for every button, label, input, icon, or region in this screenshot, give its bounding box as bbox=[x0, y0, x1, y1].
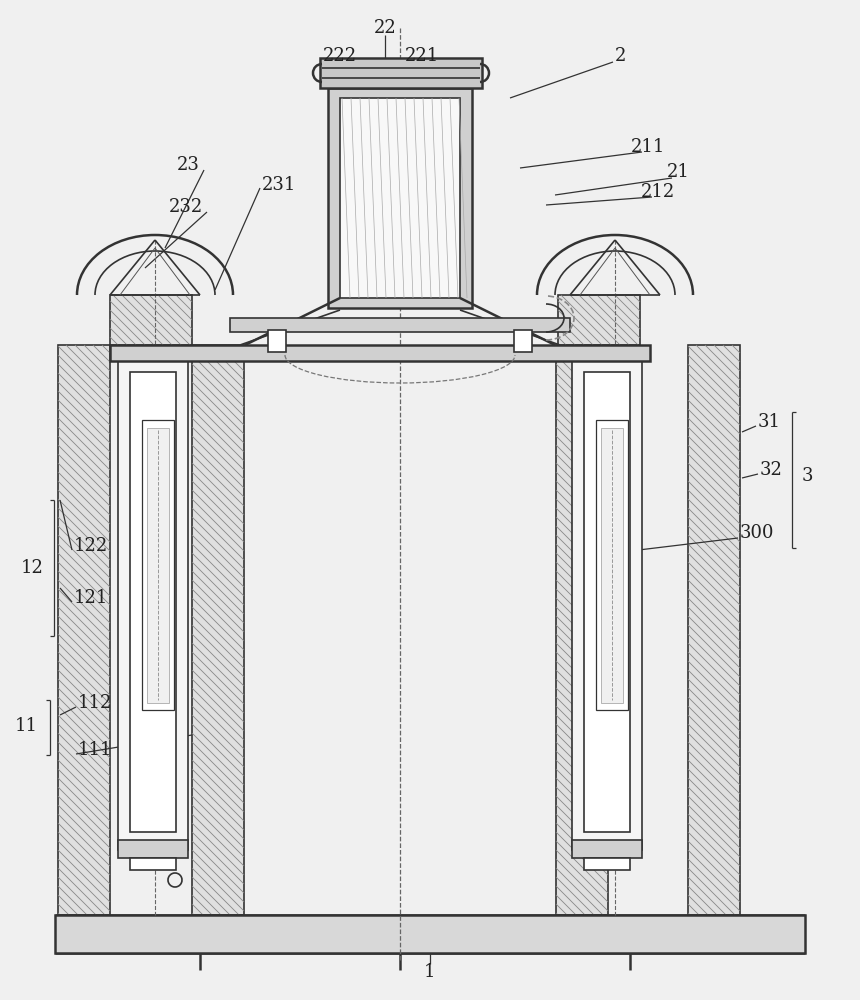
Bar bbox=[328, 88, 472, 308]
Text: 300: 300 bbox=[740, 524, 775, 542]
Text: 22: 22 bbox=[373, 19, 396, 37]
Bar bbox=[58, 345, 110, 915]
Bar bbox=[118, 840, 188, 858]
Bar bbox=[147, 428, 169, 703]
Text: 122: 122 bbox=[74, 537, 108, 555]
Text: 1: 1 bbox=[424, 963, 436, 981]
Bar bbox=[130, 372, 176, 832]
Bar bbox=[688, 345, 740, 915]
Bar bbox=[320, 58, 482, 88]
Bar bbox=[268, 330, 286, 352]
Bar bbox=[601, 428, 623, 703]
Bar bbox=[142, 420, 174, 710]
Text: 3: 3 bbox=[802, 467, 814, 485]
Text: 2: 2 bbox=[614, 47, 626, 65]
Bar bbox=[110, 345, 650, 361]
Bar bbox=[130, 858, 176, 870]
Text: 212: 212 bbox=[641, 183, 675, 201]
Bar bbox=[230, 318, 570, 332]
Bar bbox=[118, 360, 188, 850]
Text: 222: 222 bbox=[323, 47, 357, 65]
Bar bbox=[572, 360, 642, 850]
Text: 111: 111 bbox=[78, 741, 113, 759]
Text: 211: 211 bbox=[631, 138, 665, 156]
Text: 232: 232 bbox=[169, 198, 203, 216]
Text: 11: 11 bbox=[15, 717, 38, 735]
Text: 31: 31 bbox=[758, 413, 781, 431]
Text: 112: 112 bbox=[78, 694, 113, 712]
Bar bbox=[110, 295, 192, 345]
Text: 21: 21 bbox=[666, 163, 690, 181]
Bar bbox=[514, 330, 532, 352]
Text: 231: 231 bbox=[262, 176, 297, 194]
Text: 23: 23 bbox=[177, 156, 200, 174]
Bar bbox=[584, 372, 630, 832]
Text: 12: 12 bbox=[22, 559, 44, 577]
Text: 221: 221 bbox=[405, 47, 439, 65]
Bar bbox=[192, 345, 244, 915]
Text: 121: 121 bbox=[74, 589, 108, 607]
Bar bbox=[556, 345, 608, 915]
Bar bbox=[340, 98, 460, 298]
Bar bbox=[558, 295, 640, 345]
Bar bbox=[572, 840, 642, 858]
Text: 32: 32 bbox=[760, 461, 783, 479]
Bar bbox=[55, 915, 805, 953]
Bar bbox=[584, 858, 630, 870]
Bar bbox=[596, 420, 628, 710]
